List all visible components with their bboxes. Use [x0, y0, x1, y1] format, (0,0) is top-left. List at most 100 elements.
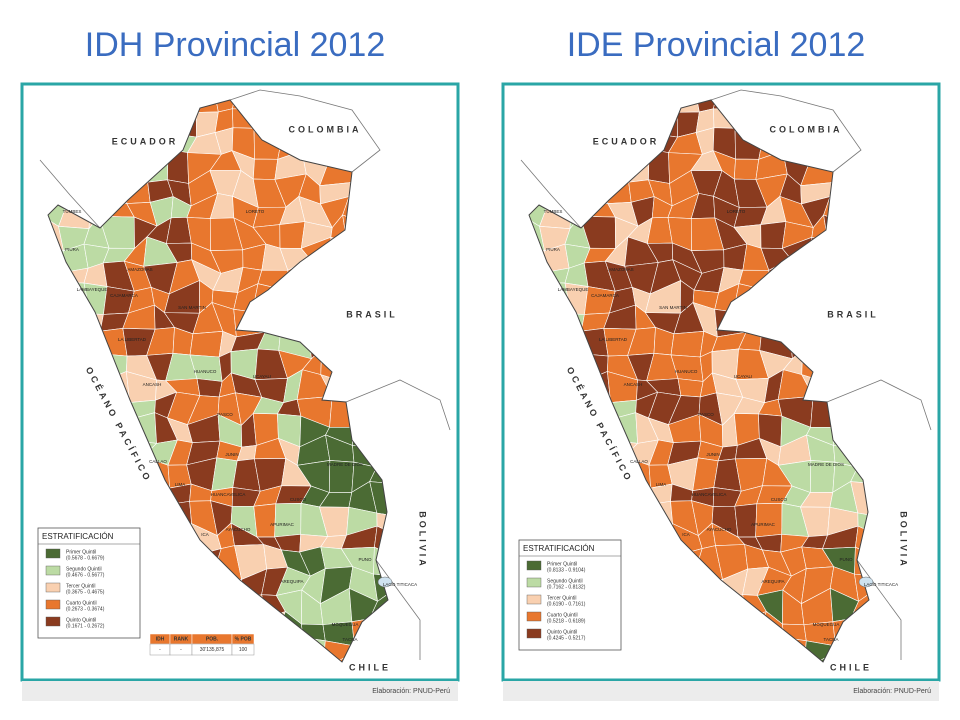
region-label: CALLAO [630, 459, 648, 464]
credit: Elaboración: PNUD-Perú [853, 688, 931, 695]
province [677, 378, 704, 398]
province [253, 503, 277, 538]
table-value: 30'135,875 [200, 647, 225, 653]
legend-range: (0.6190 - 0.7161) [547, 601, 586, 607]
legend-range: (0.2673 - 0.3674) [66, 606, 105, 612]
table-header: RANK [174, 636, 189, 642]
region-label: JUNIN [225, 452, 238, 457]
map-panel: IDH Provincial 2012 ECUADOR COLOMBIA BRASIL… [20, 26, 460, 701]
legend-label: Segundo Quintil [547, 578, 583, 584]
legend-range: (0.4245 - 0.5217) [547, 635, 586, 641]
credit-strip [22, 681, 458, 701]
region-label: CAJAMARCA [591, 293, 619, 298]
region-label: LIMA [175, 482, 186, 487]
region-label: LA LIBERTAD [599, 337, 628, 342]
country-outline [47, 99, 389, 663]
legend-swatch [45, 582, 61, 593]
border-line [229, 89, 381, 173]
border-line [826, 379, 932, 431]
region-label: HUANUCO [675, 369, 698, 374]
region-label: MADRE DE DIOS [808, 462, 844, 467]
country-label: BOLIVIA [899, 511, 909, 569]
table-cell [231, 643, 255, 656]
country-label: COLOMBIA [289, 124, 362, 134]
region-label: ANCASH [624, 382, 643, 387]
legend-label: Primer Quintil [547, 561, 577, 567]
region-label: CUSCO [771, 497, 788, 502]
region-label: TACNA [824, 637, 839, 642]
panel-title: IDH Provincial 2012 [85, 26, 385, 64]
region-label: LAMBAYEQUE [77, 287, 108, 292]
legend-range: (0.5678 - 0.6679) [66, 555, 105, 561]
region-label: TUMBES [63, 209, 82, 214]
region-label: AYACUCHO [707, 527, 732, 532]
region-label: HUANCAVELICA [692, 492, 727, 497]
region-label: TACNA [343, 637, 358, 642]
credit-strip [503, 681, 939, 701]
country-label: CHILE [830, 662, 872, 672]
legend-swatch [526, 611, 542, 622]
country-label: CHILE [349, 662, 391, 672]
border-line [39, 159, 101, 229]
legend-swatch [45, 565, 61, 576]
legend-swatch [526, 628, 542, 639]
legend-label: Tercer Quintil [66, 583, 95, 589]
country-label: BOLIVIA [418, 511, 428, 569]
table-header: IDH [156, 636, 165, 642]
region-label: CALLAO [149, 459, 167, 464]
province [734, 503, 758, 538]
lake [858, 576, 874, 588]
legend-label: Quinto Quintil [66, 617, 96, 623]
region-label: SAN MARTIN [178, 305, 206, 310]
province [755, 503, 783, 538]
region-label: PUNO [839, 557, 853, 562]
legend-range: (0.3675 - 0.4675) [66, 589, 105, 595]
region-label: ICA [682, 532, 690, 537]
table-header: % POB [235, 636, 252, 642]
table-value: - [159, 647, 161, 653]
legend-label: Cuarto Quintil [66, 600, 97, 606]
region-label: JUNIN [706, 452, 719, 457]
region-label: LIMA [656, 482, 667, 487]
region-label: UCAYALI [734, 374, 753, 379]
country-label: ECUADOR [112, 136, 179, 146]
legend-range: (0.7162 - 0.8132) [547, 584, 586, 590]
legend-title: ESTRATIFICACIÓN [42, 532, 114, 541]
region-label: CAJAMARCA [110, 293, 138, 298]
legend-swatch [45, 548, 61, 559]
region-label: ICA [201, 532, 209, 537]
map-panel: IDE Provincial 2012 ECUADOR COLOMBIA BRASIL… [501, 26, 941, 701]
region-label: UCAYALI [253, 374, 272, 379]
legend-label: Quinto Quintil [547, 629, 577, 635]
credit: Elaboración: PNUD-Perú [372, 688, 450, 695]
province [670, 331, 705, 358]
region-label: PIURA [65, 247, 79, 252]
region-label: LA LIBERTAD [118, 337, 147, 342]
lake [377, 576, 393, 588]
region-label: PIURA [546, 247, 560, 252]
region-label: AMAZONAS [127, 267, 152, 272]
country-label: LAGO TITICACA [383, 582, 417, 587]
legend-label: Tercer Quintil [547, 595, 576, 601]
panel-title: IDE Provincial 2012 [567, 26, 866, 64]
legend-title: ESTRATIFICACIÓN [523, 544, 595, 553]
legend-swatch [526, 594, 542, 605]
region-label: LAMBAYEQUE [558, 287, 589, 292]
border-line [520, 159, 582, 229]
legend-swatch [45, 616, 61, 627]
region-label: AYACUCHO [226, 527, 251, 532]
province [760, 221, 787, 249]
region-label: APURIMAC [751, 522, 776, 527]
table-header: POB. [206, 636, 219, 642]
legend-label: Segundo Quintil [66, 566, 102, 572]
legend-label: Primer Quintil [66, 549, 96, 555]
region-label: TUMBES [544, 209, 563, 214]
region-label: MADRE DE DIOS [327, 462, 363, 467]
region-label: PUNO [358, 557, 372, 562]
legend-range: (0.1671 - 0.2672) [66, 623, 105, 629]
legend-swatch [526, 577, 542, 588]
region-label: PASCO [698, 412, 714, 417]
country-label: BRASIL [827, 309, 879, 319]
region-label: SAN MARTIN [659, 305, 687, 310]
region-label: MOQUEGUA [813, 622, 840, 627]
